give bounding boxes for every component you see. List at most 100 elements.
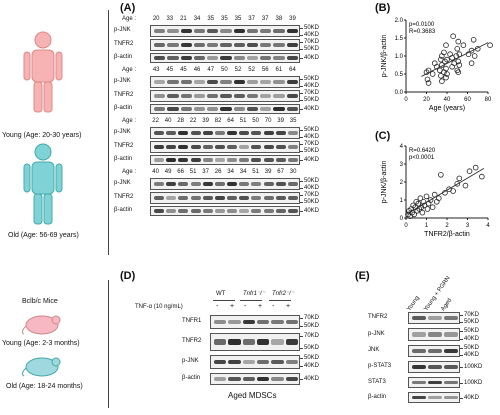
blot-band (228, 377, 241, 381)
mw-tick (300, 160, 303, 161)
mw-tick (300, 144, 303, 145)
blot-band (263, 131, 274, 135)
blot-band (285, 377, 298, 381)
mw-label: 70KD (304, 141, 320, 147)
scatter-point (429, 71, 436, 77)
blot-band (273, 56, 285, 60)
blot-band (214, 338, 227, 346)
mw-tick (300, 188, 303, 189)
age-value: 39 (264, 169, 272, 175)
blot-band (214, 359, 227, 365)
row-label: JNK (368, 347, 380, 353)
blot-band (260, 43, 272, 47)
mw-tick (300, 358, 303, 359)
blot-band (246, 80, 259, 84)
blot-band (220, 29, 232, 33)
blot-band (263, 209, 274, 213)
blot-band (257, 377, 270, 381)
blot-band (227, 145, 238, 149)
blot-band (220, 94, 232, 98)
blot-band (444, 349, 458, 353)
blot-band (166, 158, 177, 162)
row-label: TNFR2 (114, 194, 134, 200)
blot-band (428, 395, 442, 400)
blot-band (207, 94, 219, 98)
age-value: 46 (193, 67, 201, 73)
stat-annotation: R=0.3683 (409, 29, 436, 35)
mw-label: 40KD (304, 208, 320, 214)
y-tick-label: 3 (400, 162, 404, 168)
western-blot-strip (150, 127, 300, 139)
young-mouse-illustration (22, 315, 61, 335)
blot-band (220, 80, 232, 84)
age-value: 70 (264, 118, 272, 124)
blot-band (285, 359, 298, 365)
western-blot-strip (150, 25, 300, 37)
blot-band (246, 94, 259, 98)
age-value: 82 (214, 118, 222, 124)
blot-band (233, 94, 245, 98)
blot-band (227, 158, 238, 162)
row-label: STAT3 (368, 378, 386, 385)
blot-band (242, 319, 255, 325)
blot-band (273, 80, 285, 84)
mw-label: 40KD (304, 83, 320, 89)
scatter-point (443, 65, 449, 72)
age-label: Age : (122, 118, 137, 124)
sample-column-label: Aged (440, 297, 454, 313)
row-label: TNFR2 (114, 92, 134, 98)
scatter-point (424, 76, 431, 83)
y-tick-label: 1.5 (395, 36, 404, 42)
scatter-point (438, 72, 444, 79)
blot-band (166, 145, 177, 149)
genotype-label: WT (216, 291, 226, 297)
blot-band (190, 145, 201, 149)
blot-band (444, 332, 458, 337)
age-value: 67 (277, 169, 284, 175)
old-mouse-label: Old (Age: 18-24 months) (6, 383, 83, 390)
x-tick-label: 60 (464, 97, 471, 103)
x-tick-label: 4 (486, 223, 490, 229)
blot-band (233, 56, 245, 60)
blot-band (260, 107, 272, 111)
blot-band (285, 319, 298, 325)
blot-band (271, 377, 284, 381)
chart-b-age-vs-pjnk: 0 20 40 60 80 0.0 0.5 1.0 1.5 2.0 Age (years) p-JNK… (381, 18, 493, 112)
blot-band (273, 94, 285, 98)
mw-tick (300, 130, 303, 131)
blot-band (239, 196, 250, 200)
blot-band (263, 196, 274, 200)
age-value: 47 (207, 67, 215, 73)
western-blot-strip (150, 90, 300, 102)
mw-tick (300, 366, 303, 367)
tnf-treatment-label: TNF-α (10 ng/mL) (135, 304, 183, 310)
scatter-point (466, 168, 473, 175)
scatter-point (450, 33, 456, 40)
mw-label: 70KD (304, 192, 320, 198)
mw-label: 50KD (304, 127, 320, 133)
western-blot-strip (210, 315, 300, 329)
mw-tick (300, 42, 303, 43)
y-axis-label: p-JNK/β-actin (381, 35, 388, 78)
row-label: TNFR1 (182, 318, 202, 324)
blot-band (287, 145, 298, 149)
age-value: 39 (202, 118, 209, 124)
blot-band (428, 380, 442, 385)
mw-tick (300, 318, 303, 319)
blot-band (242, 377, 255, 381)
age-value: 35 (221, 16, 228, 22)
mw-label: 70KD (304, 39, 320, 45)
age-value: 51 (239, 118, 247, 124)
mw-tick (300, 93, 303, 94)
western-blot-strip (150, 39, 300, 51)
panel-label-c: (C) (375, 130, 391, 142)
blot-band (154, 43, 166, 47)
chart-c-tnfr2-vs-pjnk: 0 1 2 3 4 0 1 2 3 4 TNFR2/β-actin p-JNK/β-actin R=0.… (381, 144, 490, 238)
age-value: 40 (164, 118, 172, 124)
blot-band (251, 145, 262, 149)
blot-band (193, 107, 206, 111)
western-blot-strip (150, 206, 300, 216)
age-value: 37 (261, 16, 269, 22)
blot-band (207, 80, 219, 84)
scatter-point (454, 45, 461, 52)
